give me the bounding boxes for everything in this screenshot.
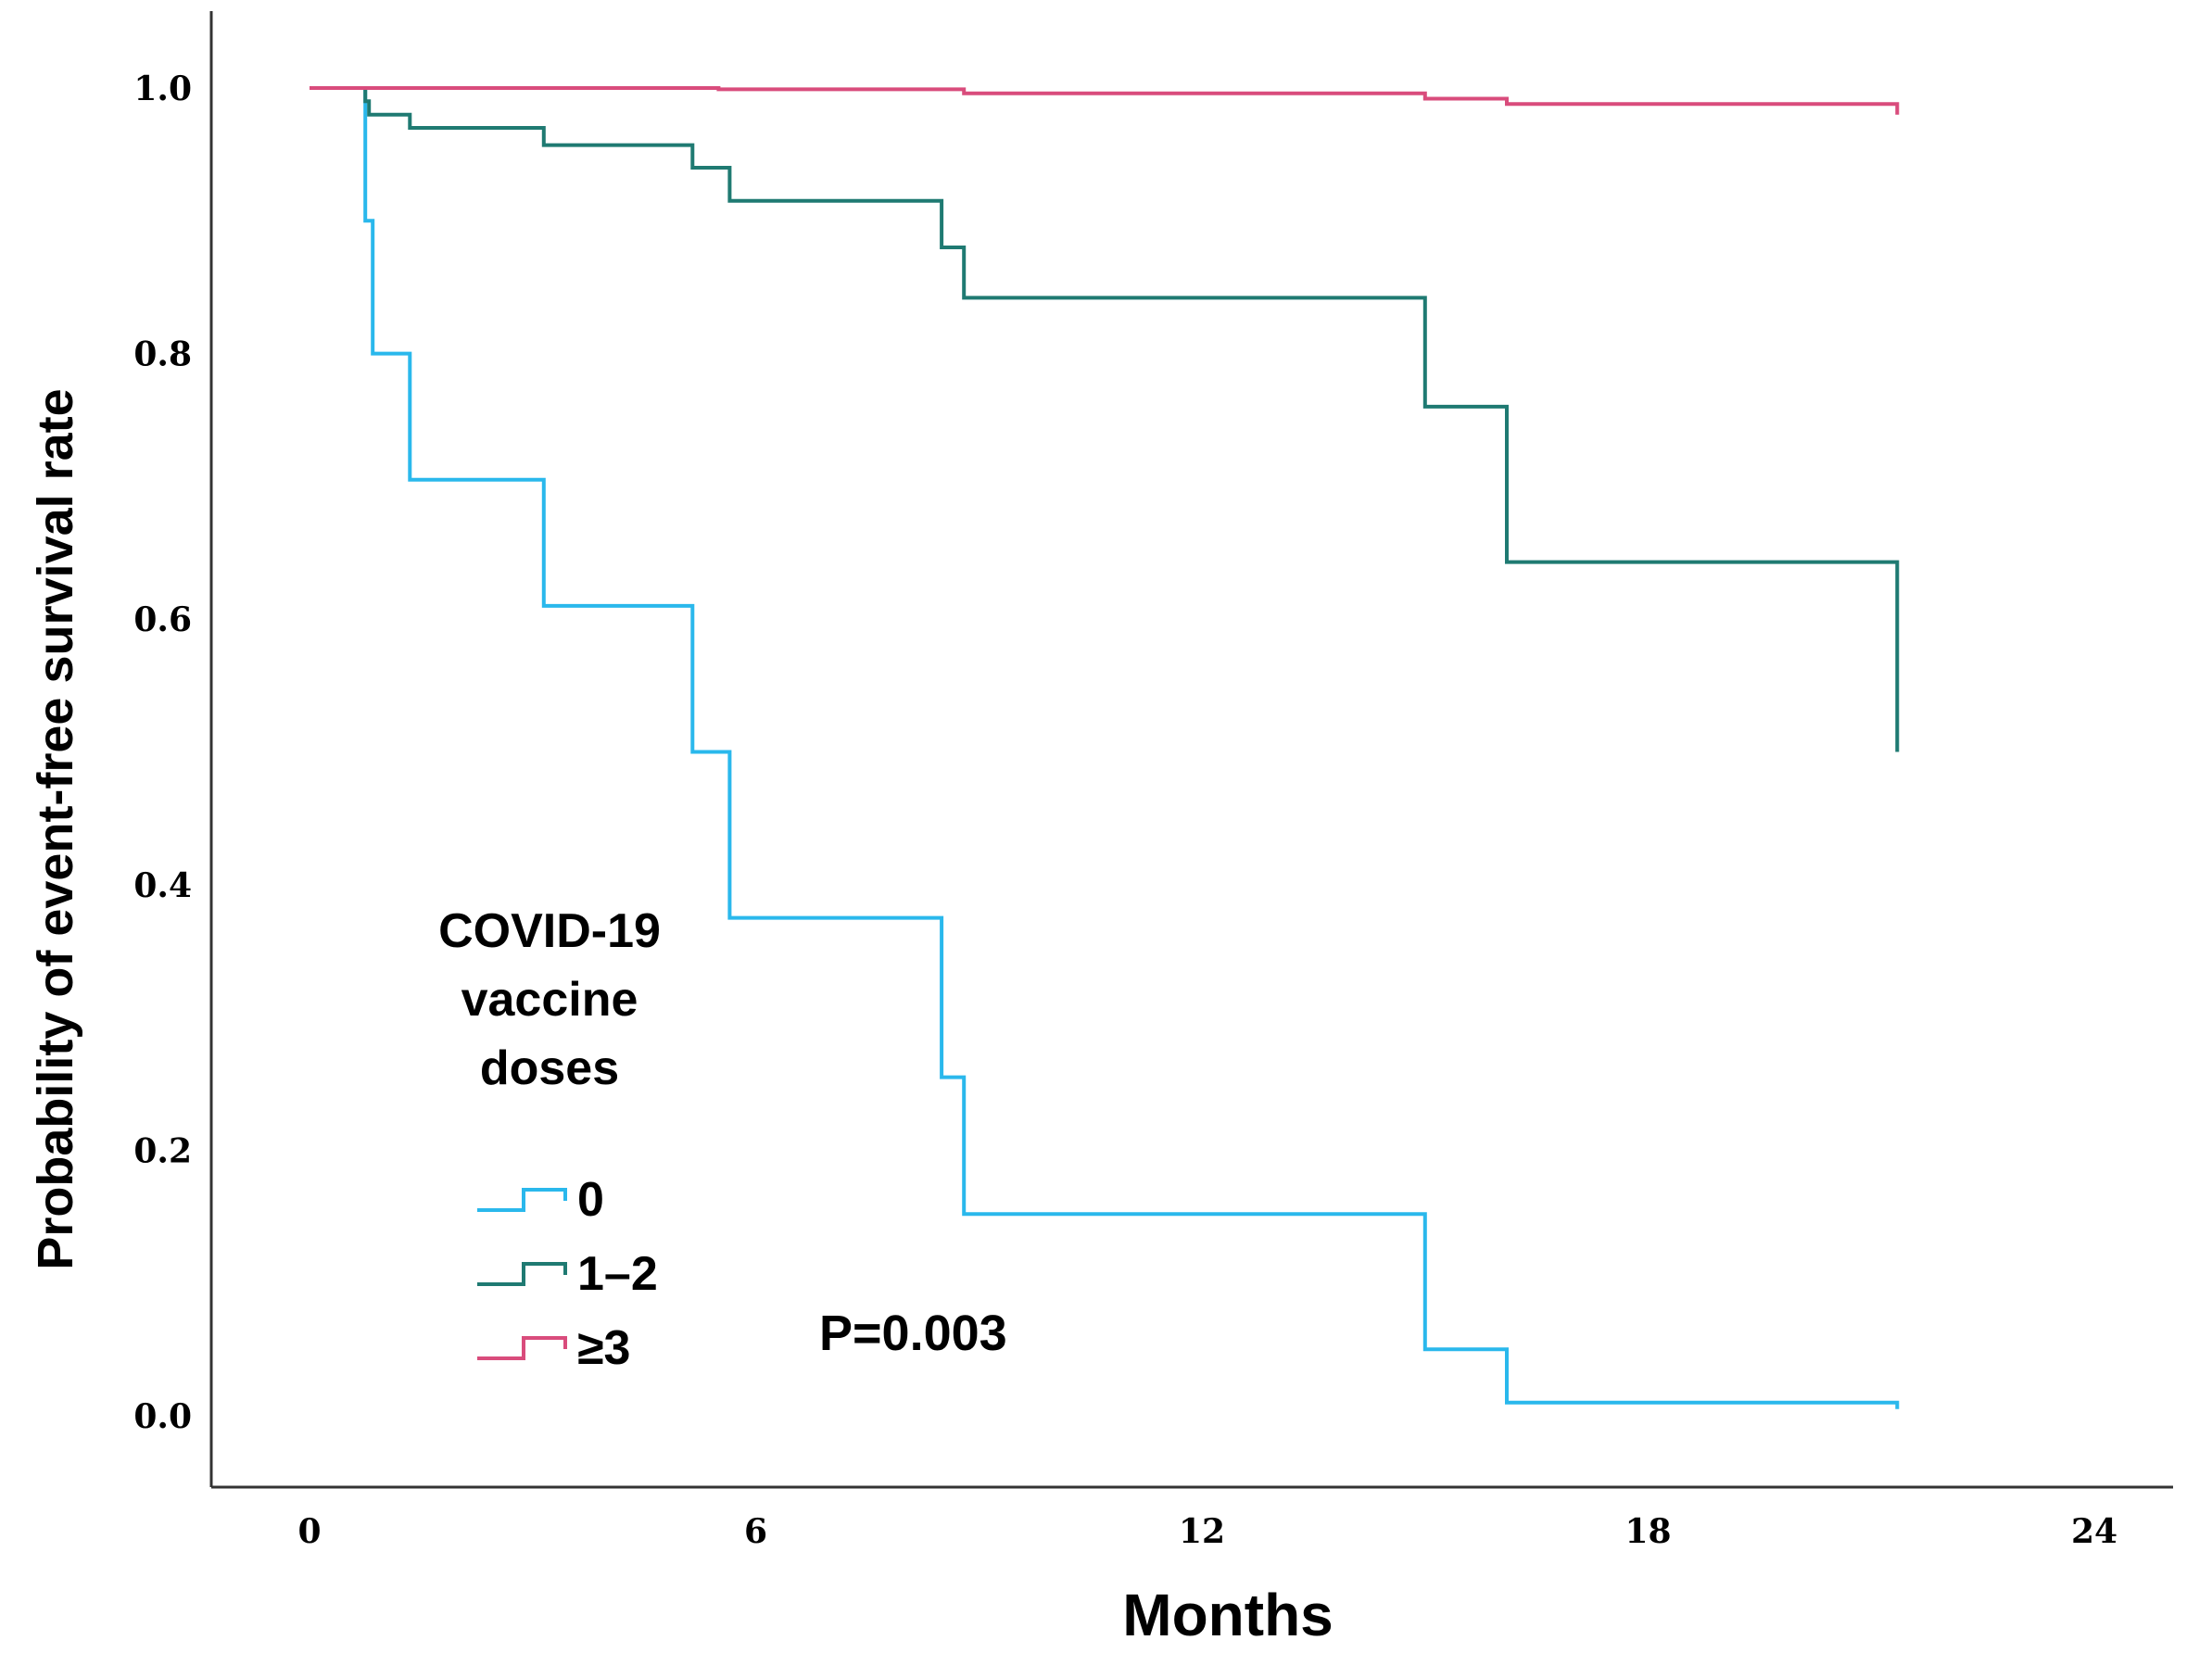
y-tick-label: 0.2 xyxy=(133,1131,192,1170)
survival-curve-1–2 xyxy=(310,86,1900,752)
x-tick-label: 24 xyxy=(2071,1512,2117,1551)
legend: COVID-19 vaccine doses 0 1–2 ≥3 xyxy=(438,904,661,1375)
legend-label-≥3: ≥3 xyxy=(577,1321,630,1375)
legend-swatch-1–2 xyxy=(477,1262,567,1286)
legend-items: 0 1–2 ≥3 xyxy=(477,1173,658,1375)
y-tick-labels: 0.0 0.2 0.4 0.6 0.8 1.0 xyxy=(133,69,192,1436)
x-tick-label: 12 xyxy=(1179,1512,1225,1551)
axes xyxy=(209,11,2173,1489)
legend-swatch-≥3 xyxy=(477,1336,567,1360)
survival-curves xyxy=(310,86,1900,1409)
legend-title-line-3: doses xyxy=(480,1041,619,1095)
y-tick-label: 0.4 xyxy=(133,866,192,905)
legend-title-line-2: vaccine xyxy=(461,973,638,1027)
x-tick-label: 18 xyxy=(1624,1512,1671,1551)
y-tick-label: 1.0 xyxy=(133,69,192,108)
legend-swatch-0 xyxy=(477,1188,567,1212)
y-tick-label: 0.8 xyxy=(133,335,192,374)
survival-curve-≥3 xyxy=(310,86,1900,115)
p-value-annotation: P=0.003 xyxy=(819,1306,1007,1361)
x-tick-labels: 0 6 12 18 24 xyxy=(297,1512,2117,1551)
x-axis-title: Months xyxy=(1122,1582,1334,1648)
x-tick-label: 6 xyxy=(744,1512,767,1551)
x-tick-label: 0 xyxy=(297,1512,321,1551)
y-axis-title: Probability of event-free survival rate xyxy=(28,388,83,1269)
y-tick-label: 0.0 xyxy=(133,1397,192,1436)
survival-curve-0 xyxy=(310,86,1900,1409)
legend-label-0: 0 xyxy=(577,1173,604,1227)
legend-title-line-1: COVID-19 xyxy=(438,904,661,958)
legend-label-1–2: 1–2 xyxy=(577,1247,658,1301)
y-tick-label: 0.6 xyxy=(133,600,192,639)
